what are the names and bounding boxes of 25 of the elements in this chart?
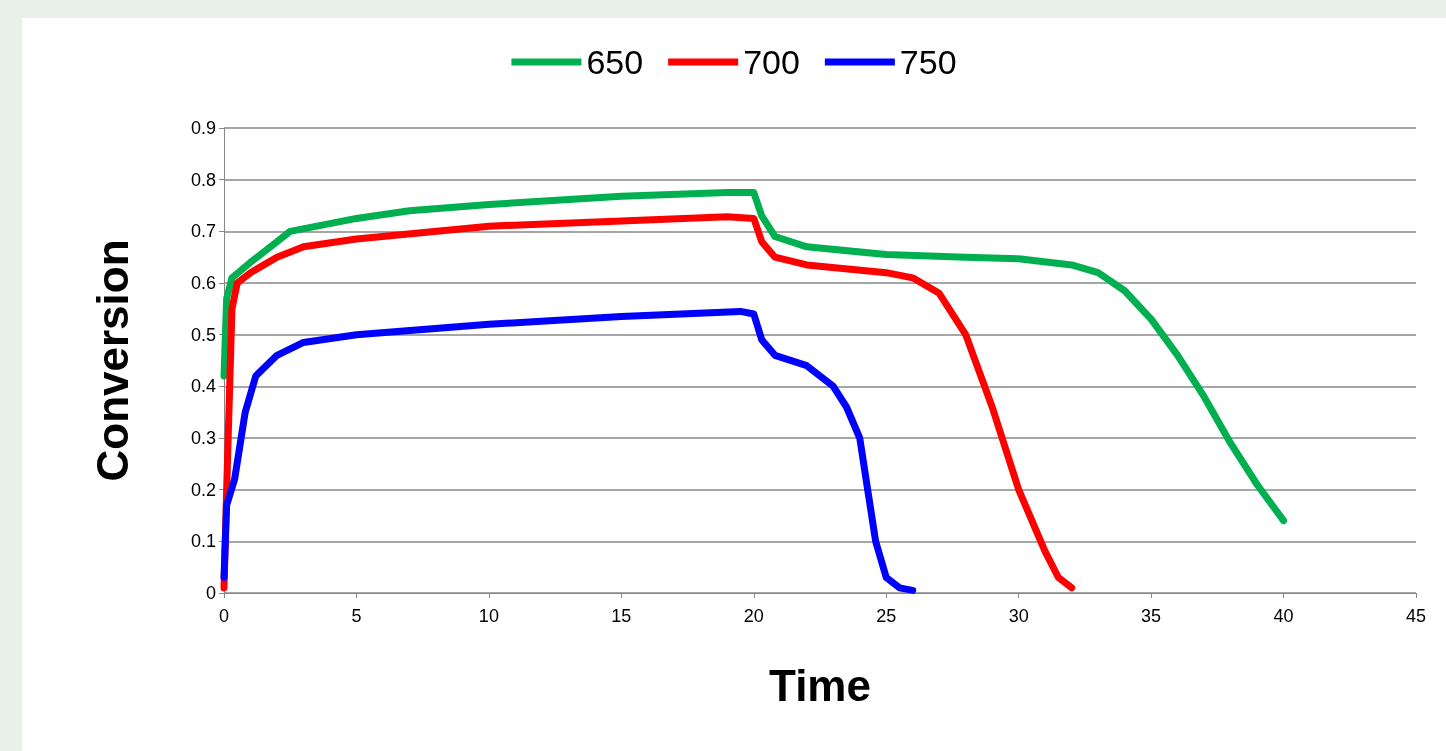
y-tick-label: 0.4 bbox=[190, 376, 216, 397]
legend-label: 650 bbox=[586, 43, 644, 81]
x-axis-title: Time bbox=[769, 660, 871, 710]
y-tick-label: 0.3 bbox=[190, 428, 216, 448]
y-tick-label: 0 bbox=[205, 583, 216, 603]
legend-label: 750 bbox=[899, 43, 957, 81]
x-tick-label: 5 bbox=[351, 606, 362, 626]
y-tick-label: 0.1 bbox=[190, 531, 216, 552]
x-tick-label: 45 bbox=[1405, 606, 1427, 626]
y-tick-label: 0.8 bbox=[190, 169, 216, 190]
x-tick-label: 15 bbox=[611, 606, 632, 626]
x-tick-label: 0 bbox=[218, 606, 230, 626]
x-tick-label: 40 bbox=[1273, 606, 1294, 626]
x-tick-label: 10 bbox=[478, 606, 499, 626]
y-tick-label: 0.6 bbox=[190, 273, 216, 293]
y-tick-label: 0.7 bbox=[190, 221, 216, 242]
y-tick-label: 0.2 bbox=[190, 479, 216, 500]
x-tick-label: 30 bbox=[1008, 606, 1029, 626]
x-tick-label: 25 bbox=[876, 606, 897, 626]
x-tick-label: 35 bbox=[1141, 606, 1162, 626]
y-tick-label: 0.9 bbox=[190, 118, 216, 138]
y-axis-title: Conversion bbox=[87, 239, 137, 482]
y-tick-label: 0.5 bbox=[190, 324, 216, 345]
x-tick-label: 20 bbox=[743, 606, 764, 626]
legend-label: 700 bbox=[743, 43, 800, 81]
